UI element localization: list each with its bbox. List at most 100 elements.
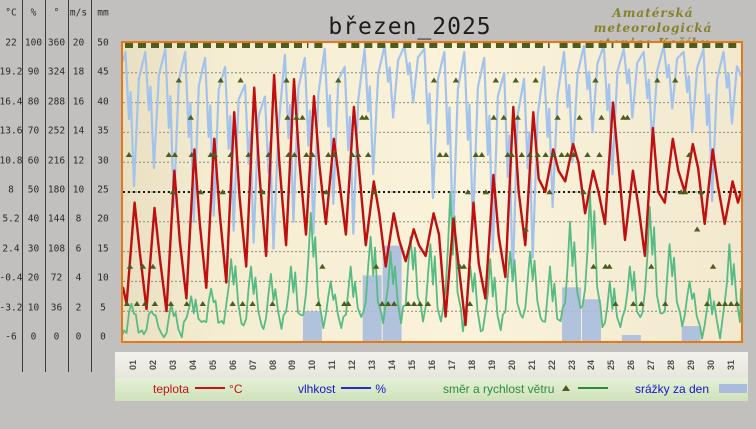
humidity-line-swatch <box>341 387 372 390</box>
scale-table-divider <box>91 0 92 372</box>
wind-speed-line-swatch <box>578 387 609 390</box>
x-axis-label-day-06: 06 <box>227 359 238 371</box>
rain-bar-day-10 <box>302 311 322 341</box>
wind-dir-triangle <box>570 151 577 157</box>
scale-value: 16 <box>72 96 85 108</box>
scale-value: 20 <box>72 37 85 49</box>
wind-dir-triangle <box>265 151 272 157</box>
x-axis-label-day-15: 15 <box>407 359 418 371</box>
legend-humidity: vlhkost% <box>298 382 386 396</box>
legend-humidity-label: vlhkost <box>298 382 336 396</box>
station-name-line1: Amatérská meteorologická <box>593 6 713 35</box>
wind-dir-triangle <box>378 300 386 306</box>
scale-value: 6 <box>75 243 82 255</box>
x-axis-label-day-22: 22 <box>546 359 557 371</box>
scale-value: 45 <box>97 66 109 78</box>
x-axis-label-day-31: 31 <box>726 359 737 371</box>
wind-dir-triangle <box>624 114 631 120</box>
x-axis-label-day-28: 28 <box>666 359 677 371</box>
wind-dir-triangle <box>293 114 300 120</box>
wind-dir-triangle <box>197 189 204 195</box>
wind-dir-triangle <box>284 114 291 120</box>
rain-bar-day-26 <box>621 335 641 341</box>
wind-dir-triangle <box>662 300 669 306</box>
scale-value: 35 <box>97 125 109 137</box>
x-axis-label-day-02: 02 <box>147 359 158 371</box>
wind-dir-triangle <box>259 189 266 195</box>
wind-dir-triangle <box>227 151 234 157</box>
x-axis-label-day-29: 29 <box>686 359 697 371</box>
scale-value: 2.4 <box>2 243 20 255</box>
wind-dir-triangle <box>365 151 372 157</box>
x-axis-label-day-16: 16 <box>427 359 437 371</box>
wind-dir-triangle <box>436 151 444 157</box>
wind-dir-triangle <box>715 300 723 306</box>
wind-dir-triangle <box>229 300 236 306</box>
scale-value: 70 <box>27 125 40 137</box>
legend-rain: srážky za den <box>635 382 748 396</box>
wind-dir-triangle <box>349 151 356 157</box>
wind-dir-triangle <box>430 77 438 83</box>
wind-dir-triangle <box>442 151 450 157</box>
wind-dir-triangle <box>299 114 306 120</box>
scale-header: % <box>30 7 37 19</box>
x-axis-label-day-26: 26 <box>626 359 637 371</box>
wind-dir-triangle <box>169 189 177 195</box>
scale-table-divider <box>45 0 46 372</box>
x-axis-label-day-10: 10 <box>307 359 318 371</box>
scale-value: -0.4 <box>0 272 23 284</box>
wind-dir-triangle <box>319 263 326 269</box>
x-axis-labels: 01 02 03 04 05 06 07 08 09 10 11 12 13 14 15 16 17 18 19 20… <box>115 352 748 378</box>
legend-rain-label: srážky za den <box>635 382 710 396</box>
scale-value: 0 <box>53 331 60 343</box>
legend-wind: směr a rychlost větru <box>443 382 612 396</box>
x-axis-label-day-30: 30 <box>706 359 717 371</box>
wind-dir-triangle <box>141 300 149 306</box>
scale-value: 40 <box>97 96 109 108</box>
wind-dir-triangle <box>472 151 480 157</box>
wind-dir-triangle <box>149 263 157 269</box>
rain-bar-day-14 <box>382 245 402 341</box>
wind-dir-triangle <box>554 114 561 120</box>
wind-dir-triangle <box>558 151 565 157</box>
x-axis-label-day-04: 04 <box>187 359 198 371</box>
scale-value: 36 <box>50 302 63 314</box>
temperature-line <box>123 73 741 327</box>
legend: teplota °C vlhkost% směr a rychlost větru… <box>115 378 748 401</box>
x-axis-label-day-19: 19 <box>486 359 497 371</box>
wind-dir-triangle <box>464 189 472 195</box>
wind-dir-triangle <box>303 151 310 157</box>
wind-dir-triangle <box>269 300 276 306</box>
wind-dir-triangle <box>424 300 432 306</box>
wind-dir-triangle <box>199 300 206 306</box>
wind-direction-triangle-icon <box>562 385 571 392</box>
x-axis-label-day-25: 25 <box>606 359 617 371</box>
scale-value: 5 <box>100 302 106 314</box>
x-axis-label-day-08: 08 <box>267 359 278 371</box>
scale-header: °C <box>5 7 17 19</box>
wind-dir-triangle <box>283 77 290 83</box>
wind-dir-triangle <box>335 77 342 83</box>
chart-canvas <box>123 43 741 341</box>
scale-value: 19.2 <box>0 66 23 78</box>
scale-value: 216 <box>47 155 66 167</box>
wind-dir-triangle <box>590 263 597 269</box>
wind-dir-triangle <box>285 151 292 157</box>
x-axis-label-day-14: 14 <box>387 359 398 371</box>
scale-value: 16.4 <box>0 96 23 108</box>
x-axis-label-day-20: 20 <box>506 359 517 371</box>
scale-value: 30 <box>97 155 109 167</box>
rain-bar-day-24 <box>582 299 601 341</box>
wind-dir-triangle <box>315 300 322 306</box>
wind-dir-triangle <box>596 151 603 157</box>
x-axis-label-day-11: 11 <box>327 360 338 370</box>
wind-dir-triangle <box>151 300 159 306</box>
wind-dir-triangle <box>550 151 557 157</box>
rain-bar-day-29 <box>681 326 701 341</box>
wind-dir-triangle <box>606 263 613 269</box>
x-axis-label-day-24: 24 <box>586 359 597 371</box>
scale-value: 10 <box>72 184 85 196</box>
wind-dir-triangle <box>518 151 525 157</box>
scale-value: 14 <box>72 125 85 137</box>
wind-dir-triangle <box>123 300 131 306</box>
